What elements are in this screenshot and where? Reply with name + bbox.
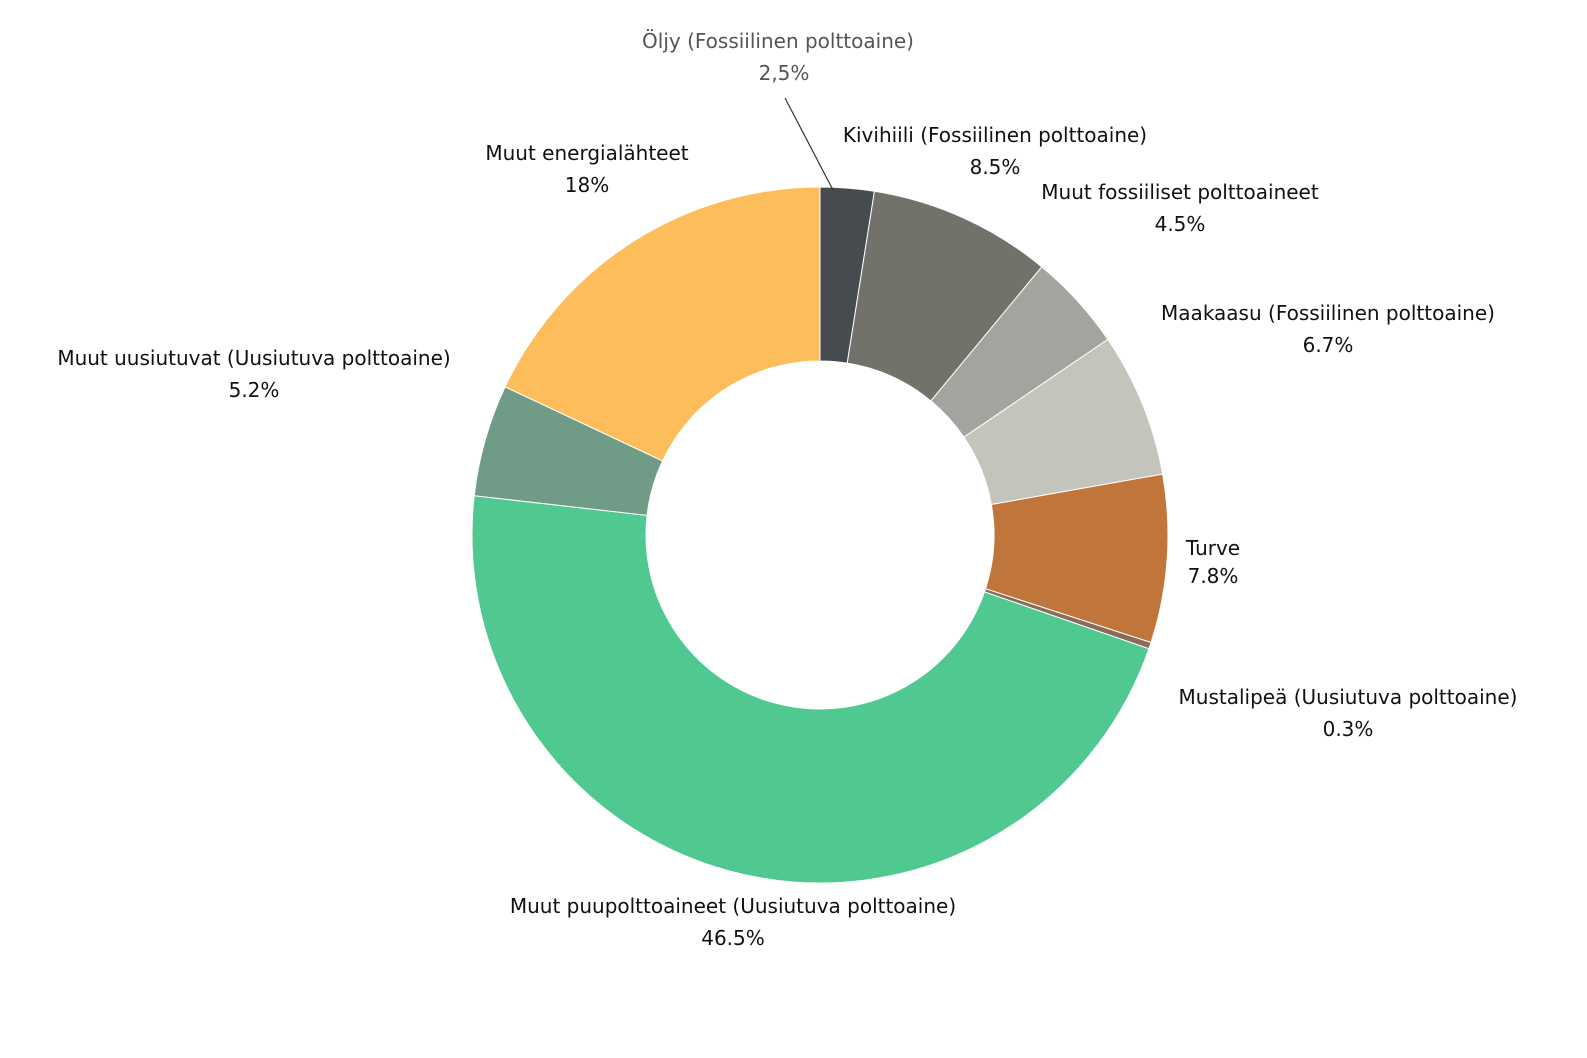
- slice-label-oljy: Öljy (Fossiilinen polttoaine): [642, 29, 914, 53]
- slice-value-mustalipea: 0.3%: [1323, 717, 1374, 741]
- slice-label-mustalipea: Mustalipeä (Uusiutuva polttoaine): [1179, 685, 1518, 709]
- slice-label-muut-uusiutuvat: Muut uusiutuvat (Uusiutuva polttoaine): [57, 346, 450, 370]
- donut-slice-6: [471, 495, 1150, 884]
- slice-label-muut-fossiiliset: Muut fossiiliset polttoaineet: [1041, 180, 1319, 204]
- slice-value-muut-uusiutuvat: 5.2%: [229, 378, 280, 402]
- slice-value-kivihiili: 8.5%: [970, 155, 1021, 179]
- slice-value-muut-energialahteet: 18%: [565, 173, 609, 197]
- slice-value-maakaasu: 6.7%: [1303, 333, 1354, 357]
- leader-line-oljy: [784, 97, 834, 191]
- slice-label-muut-energialahteet: Muut energialähteet: [485, 141, 688, 165]
- slice-labels: Öljy (Fossiilinen polttoaine) 2,5% Kivih…: [57, 29, 1517, 950]
- slice-value-oljy: 2,5%: [759, 61, 810, 85]
- slice-label-maakaasu: Maakaasu (Fossiilinen polttoaine): [1161, 301, 1495, 325]
- donut-slice-8: [504, 186, 821, 462]
- slice-value-turve: 7.8%: [1188, 564, 1239, 588]
- slice-label-muut-puupolttoaineet: Muut puupolttoaineet (Uusiutuva polttoai…: [510, 894, 956, 918]
- slice-label-turve: Turve: [1185, 536, 1240, 560]
- slice-value-muut-fossiiliset: 4.5%: [1155, 212, 1206, 236]
- donut-slices: [471, 186, 1169, 884]
- slice-label-kivihiili: Kivihiili (Fossiilinen polttoaine): [843, 123, 1147, 147]
- slice-value-muut-puupolttoaineet: 46.5%: [701, 926, 765, 950]
